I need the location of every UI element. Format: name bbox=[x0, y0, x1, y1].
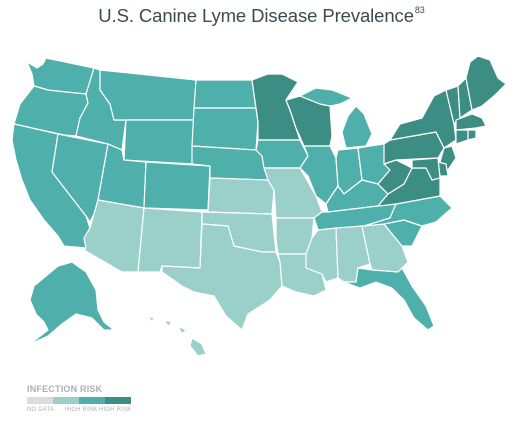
state-IL[interactable] bbox=[299, 145, 339, 205]
state-FL[interactable] bbox=[343, 267, 435, 331]
state-HI-4[interactable] bbox=[189, 337, 207, 357]
legend-label-highest-risk: HIGH RISK bbox=[99, 407, 132, 413]
state-TX[interactable] bbox=[161, 223, 283, 331]
title-footnote: 83 bbox=[414, 5, 425, 15]
legend-swatch-medium bbox=[79, 397, 105, 404]
state-MI-UP[interactable] bbox=[299, 87, 353, 107]
state-HI-1[interactable] bbox=[147, 315, 155, 323]
state-CO[interactable] bbox=[143, 161, 211, 211]
state-HI-2[interactable] bbox=[163, 319, 173, 327]
state-MS[interactable] bbox=[305, 227, 339, 283]
state-MT[interactable] bbox=[99, 69, 197, 121]
state-MI[interactable] bbox=[341, 105, 373, 149]
legend-title: INFECTION RISK bbox=[27, 384, 103, 394]
state-ME[interactable] bbox=[465, 55, 507, 111]
state-RI[interactable] bbox=[467, 129, 477, 141]
state-MD[interactable] bbox=[411, 157, 441, 181]
state-SD[interactable] bbox=[191, 107, 259, 151]
map-title-text: U.S. Canine Lyme Disease Prevalence bbox=[98, 5, 414, 26]
state-AK[interactable] bbox=[29, 261, 115, 345]
state-KS[interactable] bbox=[207, 177, 275, 215]
legend-swatch-high bbox=[105, 397, 131, 404]
map-title: U.S. Canine Lyme Disease Prevalence83 bbox=[0, 5, 523, 27]
state-HI-3[interactable] bbox=[177, 325, 187, 335]
legend-labels: NO DATA HIGH RISK HIGH RISK bbox=[27, 407, 137, 417]
state-WV[interactable] bbox=[377, 159, 413, 195]
state-NM[interactable] bbox=[137, 207, 203, 273]
state-ND[interactable] bbox=[193, 79, 257, 109]
legend-label-no-data: NO DATA bbox=[27, 407, 55, 413]
state-WY[interactable] bbox=[123, 119, 195, 165]
legend-color-bar bbox=[27, 397, 131, 404]
legend: INFECTION RISK NO DATA HIGH RISK HIGH RI… bbox=[27, 384, 137, 417]
state-IA[interactable] bbox=[255, 139, 309, 169]
legend-label-high-risk: HIGH RISK bbox=[65, 407, 98, 413]
legend-swatch-low bbox=[53, 397, 79, 404]
state-CT[interactable] bbox=[455, 129, 469, 145]
legend-swatch-no-data bbox=[27, 397, 53, 404]
